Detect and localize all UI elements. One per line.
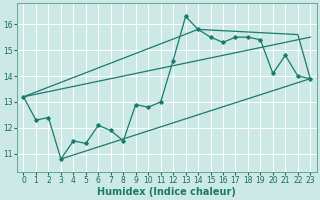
X-axis label: Humidex (Indice chaleur): Humidex (Indice chaleur) [98, 187, 236, 197]
